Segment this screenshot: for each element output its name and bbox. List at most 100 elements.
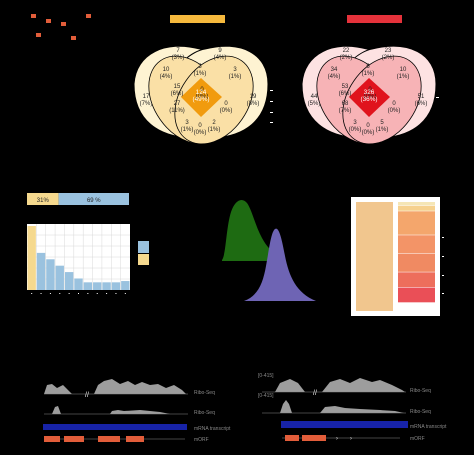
- orf-segment: [64, 436, 84, 442]
- orf-direction-arrow: ›: [350, 436, 352, 442]
- axis-break-mark: //: [85, 392, 89, 399]
- axis-break-mark: //: [313, 390, 317, 397]
- density-plot: [222, 200, 316, 301]
- venn-region-label: 0 (0%): [362, 123, 375, 136]
- stack-segment: [398, 205, 435, 211]
- stack-segment: [398, 253, 435, 272]
- track-scale-label: [0-415]: [258, 373, 274, 379]
- venn-core-right: [349, 78, 390, 117]
- venn-diagram-right: 22 (2%) 23 (2%) 34 (4%) 6 (1%) 10 (1%) 0 (0%) 44 (5%)…: [301, 15, 439, 145]
- orf-direction-arrow: ›: [336, 436, 338, 442]
- histogram-bar: [121, 281, 130, 290]
- x-tick: [96, 293, 98, 294]
- coverage-peak: [44, 384, 72, 394]
- venn-right-tick: [436, 97, 439, 98]
- proportion-label-left: 31%: [37, 198, 50, 204]
- venn-region-label: 0 (0%): [194, 123, 207, 136]
- x-tick: [106, 293, 108, 294]
- stack-segment: [398, 202, 435, 206]
- proportion-bar: 31% 69 %: [27, 193, 130, 205]
- histogram-chart: [27, 224, 149, 294]
- venn-region-label: 124 (49%): [192, 89, 209, 103]
- venn-region-label: 326 (36%): [360, 89, 377, 103]
- x-tick: [78, 293, 79, 294]
- track-label: Ribo-Seq: [194, 410, 215, 416]
- venn-region-label: 22 (2%): [340, 48, 353, 61]
- venn-region-label: 10 (4%): [160, 67, 173, 80]
- orf-segment: [98, 436, 120, 442]
- orf-segment: [302, 435, 326, 441]
- stack-segment: [398, 287, 435, 303]
- orf-segment: [285, 435, 299, 441]
- proportion-segment-right: [58, 193, 130, 205]
- venn-region-label: 23 (2%): [382, 48, 395, 61]
- x-tick: [59, 293, 61, 294]
- panel-marks: [31, 14, 91, 40]
- transcript-bar: [281, 421, 408, 428]
- histogram-bar: [74, 278, 83, 290]
- venn-region-label: 0 (0%): [364, 87, 377, 100]
- venn-region-label: 5 (1%): [376, 120, 389, 133]
- orf-segment: [44, 436, 60, 442]
- venn-diagram-left: 7 (3%)9 (4%)10 (4%)3 (1%)3 (1%)0 (0%)17 (7%)15(…: [133, 15, 273, 145]
- histogram-bar: [102, 282, 111, 290]
- venn-region-label: 9 (4%): [214, 48, 227, 61]
- venn-region-label: 0 (0%): [220, 101, 233, 114]
- density-curve-green: [222, 200, 286, 261]
- coverage-peak: [94, 379, 186, 394]
- genome-tracks-right: [0-415] [0-415] // Ribo-Seq Ribo-Seq mRN…: [258, 373, 447, 442]
- proportion-segment-left: [27, 193, 59, 205]
- histogram-legend-key-yellow: [138, 254, 149, 265]
- track-label: mRNA transcript: [194, 426, 231, 432]
- x-tick: [31, 293, 33, 294]
- coverage-peak: [320, 406, 404, 413]
- stack-segment: [398, 272, 435, 288]
- legend-gradient-left: [170, 15, 225, 23]
- track-label: Ribo-Seq: [410, 388, 431, 394]
- x-tick: [115, 293, 117, 294]
- orf-segment: [126, 436, 144, 442]
- x-tick: [87, 293, 89, 294]
- track-label: mORF: [410, 436, 425, 442]
- stack-right-ticks: [442, 237, 444, 294]
- x-tick: [40, 293, 42, 294]
- venn-region-label: 19 (8%): [247, 94, 260, 107]
- histogram-bar: [55, 265, 64, 290]
- venn-region-label: 6 (1%): [362, 64, 375, 77]
- venn-region-label: 51 (6%): [415, 94, 428, 107]
- venn-region-label: 68 (7%): [339, 101, 352, 114]
- track-label: Ribo-Seq: [194, 390, 215, 396]
- venn-region-label: 7 (3%): [172, 48, 185, 61]
- coverage-peak: [275, 379, 305, 392]
- proportion-label-right: 69 %: [87, 198, 101, 204]
- venn-region-label: 15 (6%): [171, 84, 184, 97]
- x-tick: [68, 293, 70, 294]
- coverage-peak: [52, 406, 61, 414]
- coverage-peak: [280, 400, 292, 413]
- track-scale-label: [0-415]: [258, 393, 274, 399]
- venn-region-label: 17 (7%): [140, 94, 153, 107]
- track-label: mORF: [194, 437, 209, 443]
- histogram-legend-key-blue: [138, 241, 149, 253]
- genome-tracks-left: // Ribo-Seq Ribo-Seq mRNA transcript mOR…: [43, 379, 231, 443]
- venn-region-label: 3 (1%): [229, 67, 242, 80]
- venn-region-label: 34 (4%): [328, 67, 341, 80]
- venn-region-label: 3 (1%): [194, 64, 207, 77]
- histogram-bar: [93, 282, 102, 290]
- venn-region-label: 3 (0%): [349, 120, 362, 133]
- histogram-bar: [27, 226, 36, 290]
- venn-region-label: 3 (1%): [181, 120, 194, 133]
- venn-core-left: [181, 78, 222, 117]
- track-label: Ribo-Seq: [410, 409, 431, 415]
- venn-region-label: 53 (6%): [339, 84, 352, 97]
- stacked-proportion-chart: [351, 197, 444, 316]
- histogram-bar: [83, 282, 93, 290]
- legend-gradient-right: [347, 15, 402, 23]
- histogram-bar: [64, 272, 74, 290]
- transcript-bar: [43, 424, 187, 430]
- venn-region-label: 0 (0%): [196, 87, 209, 100]
- x-tick: [49, 293, 51, 294]
- track-label: mRNA transcript: [410, 424, 447, 430]
- stack-segment: [398, 235, 435, 254]
